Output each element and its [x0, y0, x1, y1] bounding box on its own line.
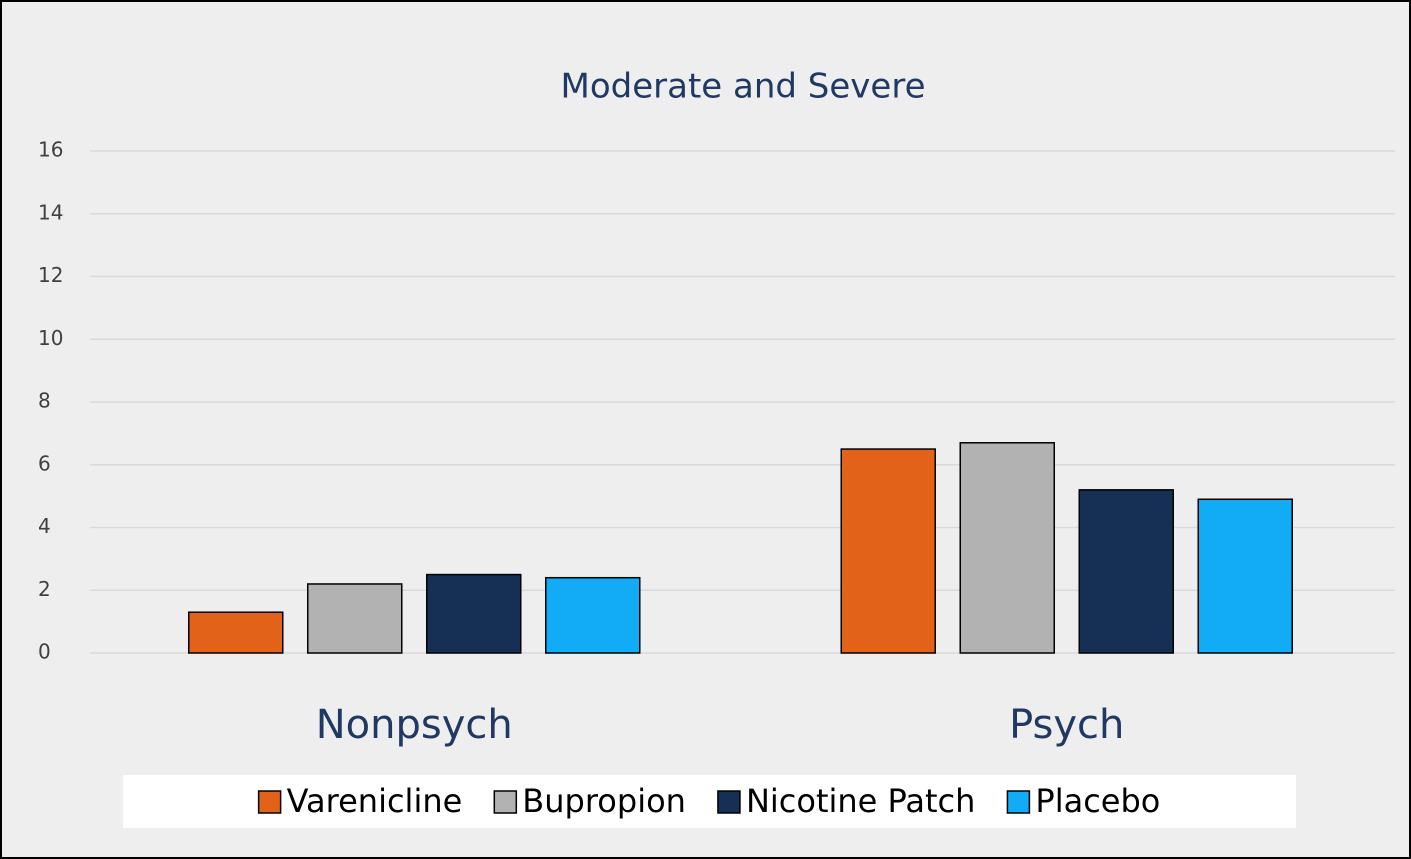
y-tick-label: 6	[38, 451, 51, 475]
legend-swatch	[257, 790, 282, 814]
bar	[959, 442, 1055, 654]
bar	[840, 448, 936, 654]
y-tick-label: 10	[38, 326, 63, 350]
y-tick-label: 2	[38, 577, 51, 601]
legend-swatch	[1006, 790, 1031, 814]
y-tick-label: 8	[38, 389, 51, 413]
bar	[426, 573, 522, 654]
y-tick-label: 0	[38, 640, 51, 664]
legend-label: Varenicline	[287, 782, 463, 820]
bar	[307, 583, 403, 654]
x-tick-label: Nonpsych	[316, 702, 513, 748]
y-tick-label: 12	[38, 263, 63, 287]
bar	[545, 576, 641, 654]
legend-label: Bupropion	[522, 782, 686, 820]
legend-swatch	[717, 790, 741, 814]
bar	[1197, 498, 1293, 654]
y-tick-label: 16	[38, 138, 63, 162]
chart-title: Moderate and Severe	[561, 67, 926, 107]
y-tick-label: 14	[38, 200, 63, 224]
bar	[1078, 489, 1174, 654]
legend-box	[123, 775, 1296, 828]
legend-swatch	[493, 790, 518, 814]
x-tick-label: Psych	[1009, 702, 1124, 748]
legend-label: Placebo	[1035, 782, 1160, 820]
legend-label: Nicotine Patch	[746, 782, 975, 820]
bar	[188, 611, 284, 654]
y-tick-label: 4	[38, 514, 51, 538]
